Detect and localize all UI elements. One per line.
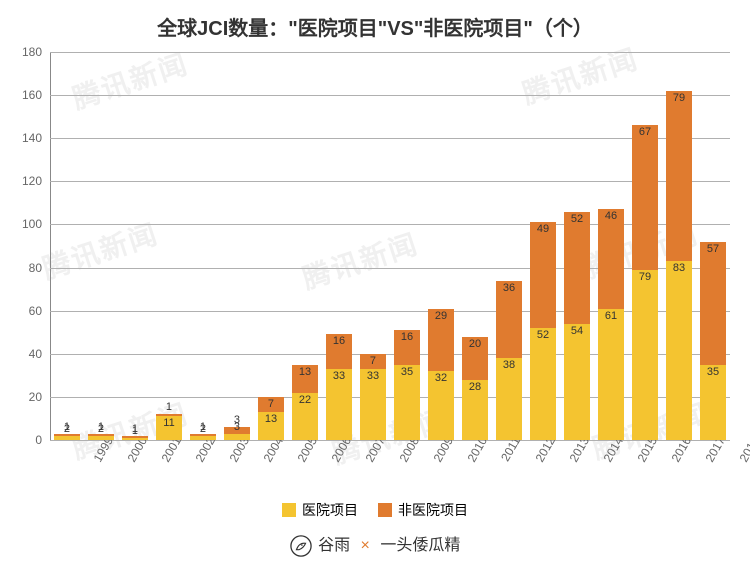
gridline [50, 268, 730, 269]
bar-segment-nonhospital [530, 222, 557, 328]
bar-value-nonhospital: 1 [98, 421, 104, 433]
bar-value-nonhospital: 57 [707, 243, 719, 255]
bar-segment-hospital [530, 328, 557, 440]
gridline [50, 311, 730, 312]
bar-value-nonhospital: 67 [639, 126, 651, 138]
y-tick-label: 40 [29, 347, 42, 361]
bar-segment-nonhospital [632, 125, 659, 269]
bar-value-hospital: 11 [163, 417, 174, 429]
gridline [50, 52, 730, 53]
bar-segment-hospital [632, 270, 659, 440]
bar-value-nonhospital: 1 [166, 401, 172, 413]
bar-segment-nonhospital [666, 91, 693, 261]
legend-swatch [282, 503, 296, 517]
gridline [50, 354, 730, 355]
bar-value-nonhospital: 49 [537, 223, 549, 235]
bar-segment-nonhospital [598, 209, 625, 308]
bar-value-hospital: 32 [435, 372, 447, 384]
bar-value-nonhospital: 1 [200, 421, 206, 433]
bar-value-hospital: 38 [503, 359, 515, 371]
bar-value-nonhospital: 29 [435, 310, 447, 322]
bar-value-hospital: 61 [605, 310, 617, 322]
y-tick-label: 20 [29, 390, 42, 404]
guyu-logo-icon [290, 535, 312, 557]
bar-value-nonhospital: 7 [268, 398, 274, 410]
chart-container: 腾讯新闻腾讯新闻腾讯新闻腾讯新闻腾讯新闻腾讯新闻腾讯新闻腾讯新闻 全球JCI数量… [0, 0, 750, 563]
legend-item: 医院项目 [282, 500, 358, 520]
gridline [50, 95, 730, 96]
y-tick-label: 160 [22, 88, 42, 102]
y-tick-label: 100 [22, 217, 42, 231]
y-tick-label: 0 [35, 433, 42, 447]
bar-segment-hospital [88, 436, 115, 440]
chart-title: 全球JCI数量："医院项目"VS"非医院项目"（个） [0, 12, 750, 41]
bar-segment-hospital [122, 438, 149, 440]
bar-value-hospital: 79 [639, 271, 651, 283]
bar-value-hospital: 33 [333, 370, 345, 382]
y-tick-label: 180 [22, 45, 42, 59]
credits: 谷雨 × 一头倭瓜精 [0, 531, 750, 557]
bar-value-nonhospital: 16 [401, 331, 413, 343]
bar-segment-hospital [224, 434, 251, 440]
x-tick-label: 2018 [737, 434, 750, 464]
bar-segment-nonhospital [700, 242, 727, 365]
credits-logo-text: 谷雨 [318, 537, 350, 554]
credits-separator: × [361, 537, 370, 554]
bar-value-hospital: 35 [401, 366, 413, 378]
y-axis [50, 52, 51, 440]
bar-value-hospital: 52 [537, 329, 549, 341]
bar-segment-hospital [598, 309, 625, 440]
bar-segment-hospital [190, 436, 217, 440]
bar-value-nonhospital: 1 [64, 421, 70, 433]
y-tick-label: 120 [22, 174, 42, 188]
legend-item: 非医院项目 [378, 500, 468, 520]
y-tick-label: 80 [29, 261, 42, 275]
bar-value-nonhospital: 36 [503, 282, 515, 294]
bar-value-hospital: 13 [265, 413, 277, 425]
credits-author: 一头倭瓜精 [380, 537, 460, 554]
bar-value-nonhospital: 20 [469, 338, 481, 350]
gridline [50, 181, 730, 182]
gridline [50, 138, 730, 139]
bar-segment-nonhospital [564, 212, 591, 324]
bar-value-hospital: 83 [673, 262, 685, 274]
legend-label: 非医院项目 [398, 500, 468, 520]
gridline [50, 440, 730, 441]
bar-value-hospital: 33 [367, 370, 379, 382]
bar-value-nonhospital: 16 [333, 335, 345, 347]
bar-value-nonhospital: 13 [299, 366, 311, 378]
bar-value-nonhospital: 1 [132, 423, 138, 435]
bar-segment-nonhospital [156, 414, 183, 416]
bar-value-hospital: 28 [469, 381, 481, 393]
bar-segment-hospital [54, 436, 81, 440]
legend-label: 医院项目 [302, 500, 358, 520]
legend: 医院项目 非医院项目 [0, 500, 750, 520]
legend-swatch [378, 503, 392, 517]
gridline [50, 397, 730, 398]
bar-value-nonhospital: 52 [571, 213, 583, 225]
bar-value-hospital: 54 [571, 325, 583, 337]
bar-value-nonhospital: 3 [234, 414, 240, 426]
plot-area: 0204060801001201401601802119992120001120… [50, 52, 730, 440]
bar-value-hospital: 35 [707, 366, 719, 378]
bar-segment-hospital [666, 261, 693, 440]
y-tick-label: 140 [22, 131, 42, 145]
bar-value-nonhospital: 7 [370, 355, 376, 367]
y-tick-label: 60 [29, 304, 42, 318]
bar-value-hospital: 22 [299, 394, 311, 406]
bar-value-nonhospital: 79 [673, 92, 685, 104]
gridline [50, 224, 730, 225]
bar-value-nonhospital: 46 [605, 210, 617, 222]
bar-segment-hospital [564, 324, 591, 440]
